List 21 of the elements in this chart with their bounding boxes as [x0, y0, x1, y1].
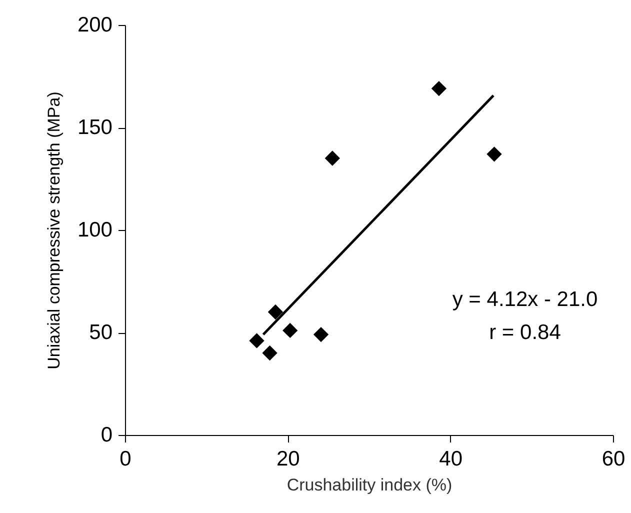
point: [431, 80, 447, 96]
y-axis-title: Uniaxial compressive strength (MPa): [44, 92, 64, 370]
annotation: y = 4.12x - 21.0: [452, 288, 598, 311]
point: [324, 150, 340, 166]
x-axis-title: Crushability index (%): [286, 476, 452, 494]
y-tick-label: 100: [77, 218, 112, 242]
point: [249, 333, 264, 348]
point: [313, 326, 329, 342]
point: [262, 345, 278, 361]
y-tick-label: 150: [77, 116, 112, 139]
point: [268, 304, 284, 320]
x-tick-label: 60: [602, 448, 626, 470]
point: [282, 322, 298, 338]
x-tick-label: 20: [276, 448, 300, 470]
point: [486, 146, 502, 162]
y-tick-label: 200: [77, 14, 112, 36]
y-tick-label: 0: [100, 424, 112, 446]
annotation: r = 0.84: [489, 321, 562, 344]
x-tick-label: 40: [439, 448, 463, 470]
x-tick-label: 0: [120, 448, 132, 470]
y-tick-label: 50: [89, 321, 112, 344]
